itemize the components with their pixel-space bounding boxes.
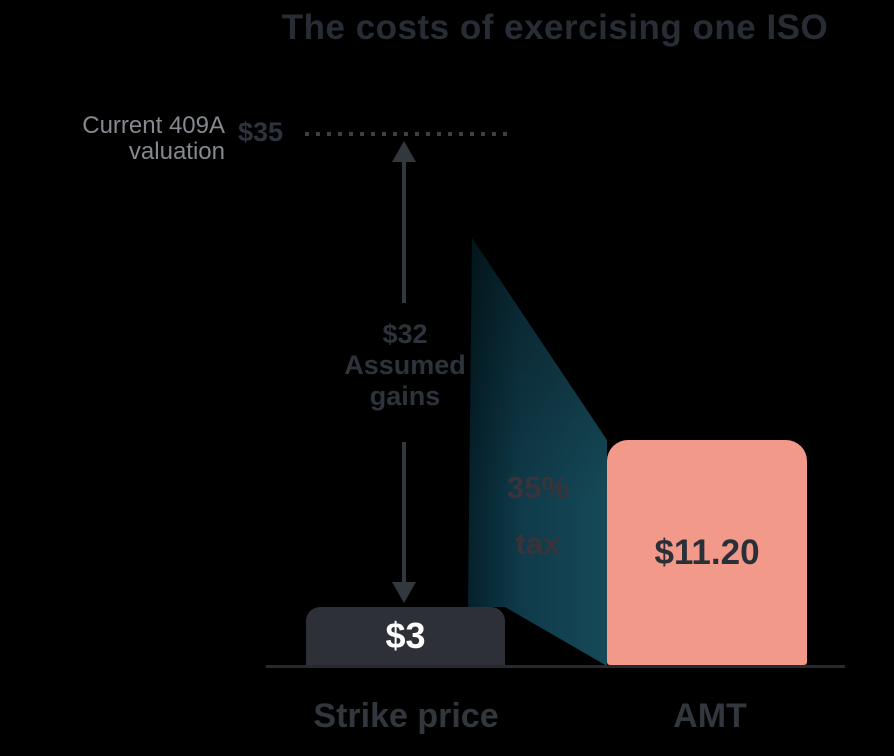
strike-price-value: $3 [385, 615, 426, 656]
valuation-dotted-line [305, 132, 509, 136]
gains-annotation: $32 Assumed gains [305, 319, 505, 412]
gains-value: $32 [382, 319, 428, 349]
arrow-up-icon [392, 141, 416, 162]
amt-value: $11.20 [654, 532, 760, 572]
amt-bar: $11.20 [607, 440, 807, 665]
x-axis-line [266, 665, 845, 668]
gains-arrow-shaft-top [402, 161, 406, 303]
valuation-value: $35 [238, 117, 284, 147]
gains-label-line1: Assumed [344, 350, 466, 380]
gains-arrow-shaft-bottom [402, 442, 406, 582]
x-label-amt: AMT [673, 697, 747, 735]
tax-word-label: tax [515, 526, 561, 561]
valuation-axis-label: Current 409A valuation [25, 113, 225, 165]
tax-rate-label: 35% [506, 470, 570, 505]
arrow-down-icon [392, 582, 416, 603]
valuation-label-line1: Current 409A [82, 112, 225, 139]
strike-price-bar: $3 [306, 607, 505, 665]
valuation-label-line2: valuation [128, 138, 225, 165]
x-label-strike-price: Strike price [313, 697, 499, 735]
tax-funnel-shape [468, 238, 607, 666]
gains-label-line2: gains [369, 381, 441, 411]
chart-title: The costs of exercising one ISO [281, 8, 829, 47]
